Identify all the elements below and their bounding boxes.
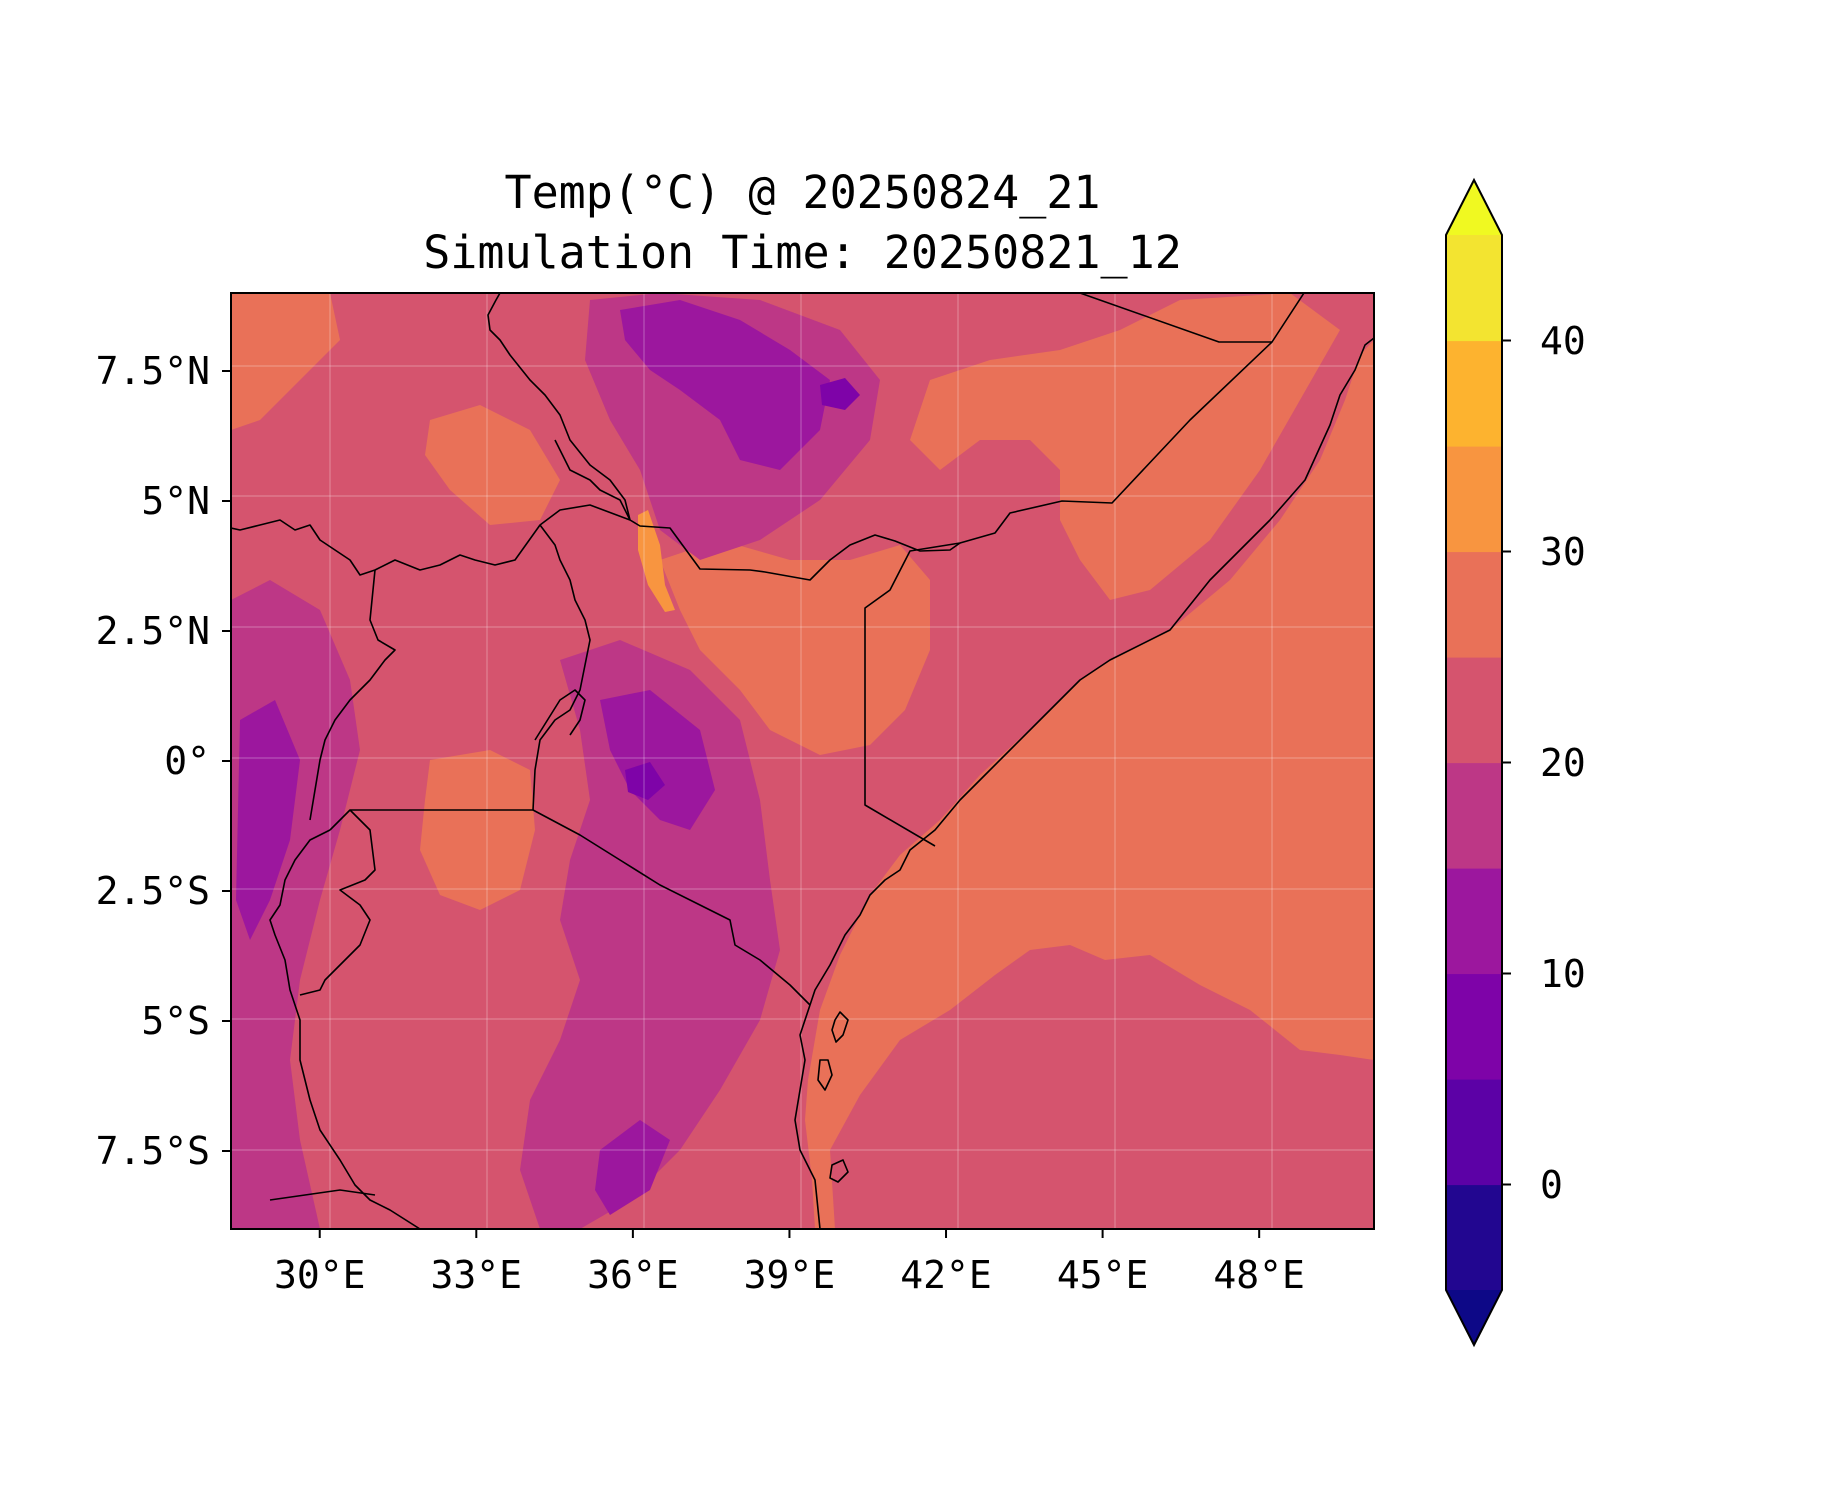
- cool-region-kenya-highlands: [520, 640, 780, 1229]
- coldest-spot-kenya: [625, 762, 665, 800]
- cooler-region-ethiopian-highlands: [620, 300, 830, 470]
- colorbar-segment: [1446, 657, 1502, 764]
- colorbar-tick-label: 30: [1540, 529, 1586, 574]
- zanzibar-island: [831, 1011, 849, 1043]
- mafia-island: [817, 1059, 833, 1091]
- colorbar-tick-label: 40: [1540, 318, 1586, 363]
- border-uganda-drc: [309, 569, 396, 821]
- border-rwanda-tanzania: [299, 809, 376, 996]
- x-tick-label: 48°E: [1213, 1253, 1305, 1297]
- warm-region-ethiopia-somalia: [910, 293, 1340, 600]
- map-title: Temp(°C) @ 20250824_21: [504, 166, 1101, 219]
- border-rwanda-burundi-drc: [269, 829, 421, 1229]
- map-subtitle: Simulation Time: 20250821_12: [423, 226, 1182, 279]
- colorbar-tick-label: 10: [1540, 951, 1586, 996]
- cooler-region-albertine-rift: [236, 700, 300, 940]
- x-axis-ticks: [318, 1229, 1261, 1238]
- lake-victoria-outline: [534, 689, 586, 741]
- x-tick-label: 33°E: [430, 1253, 523, 1297]
- warm-region-south-sudan: [425, 405, 560, 525]
- warm-region-west: [231, 293, 340, 430]
- gridlines: [231, 293, 1374, 1229]
- colorbar-segment: [1446, 340, 1502, 447]
- ocean-warm-region: [805, 293, 1374, 1229]
- colorbar-segment: [1446, 551, 1502, 658]
- y-axis-ticks: [222, 370, 231, 1152]
- colorbar-tick-label: 0: [1540, 1162, 1563, 1207]
- x-tick-label: 42°E: [900, 1253, 992, 1297]
- y-tick-label: 2.5°N: [95, 609, 210, 653]
- colorbar-tick-label: 20: [1540, 740, 1586, 785]
- colorbar-extend-bottom: [1446, 1290, 1502, 1345]
- y-tick-label: 7.5°N: [95, 349, 210, 393]
- warm-region-northern-kenya: [660, 540, 930, 755]
- border-kenya-tanzania: [532, 809, 811, 1006]
- border-ethiopia-somaliland: [864, 341, 1273, 847]
- x-tick-label: 45°E: [1056, 1253, 1149, 1297]
- colorbar-segment: [1446, 1184, 1502, 1291]
- border-south-sudan-ethiopia: [487, 293, 631, 521]
- border-kenya-ethiopia: [554, 439, 961, 581]
- hot-region-turkana: [638, 510, 675, 612]
- colorbar: [1445, 177, 1511, 1348]
- border-uganda-kenya: [532, 524, 591, 811]
- y-tick-label: 5°N: [141, 479, 210, 523]
- coldest-spot-ethiopia: [820, 378, 860, 410]
- y-tick-label: 5°S: [141, 999, 210, 1043]
- colorbar-segment: [1446, 762, 1502, 869]
- border-tanzania-zambia: [269, 1189, 376, 1201]
- colorbar-segment: [1446, 1079, 1502, 1186]
- colorbar-segment: [1446, 446, 1502, 553]
- y-tick-label: 2.5°S: [95, 869, 210, 913]
- colorbar-outline: [1445, 177, 1503, 1348]
- colorbar-segment: [1446, 973, 1502, 1080]
- cooler-region-kenya-highlands: [600, 690, 715, 830]
- colorbar-segment: [1446, 868, 1502, 975]
- x-tick-label: 39°E: [743, 1253, 836, 1297]
- country-borders: [231, 293, 1374, 1229]
- x-tick-label: 30°E: [273, 1253, 366, 1297]
- y-tick-label: 0°: [164, 739, 210, 783]
- colorbar-segment: [1446, 235, 1502, 342]
- x-tick-label: 36°E: [587, 1253, 679, 1297]
- colorbar-extend-top: [1446, 180, 1502, 235]
- border-ethiopia-somalia: [1079, 293, 1305, 343]
- border-south-sudan-uganda-kenya: [231, 504, 631, 576]
- warm-region-lake-victoria: [420, 750, 535, 910]
- map-area: [231, 293, 1374, 1229]
- pemba-island: [829, 1159, 849, 1183]
- cooler-region-tanzania-south: [595, 1120, 670, 1215]
- coastline: [794, 337, 1374, 1229]
- y-tick-label: 7.5°S: [95, 1129, 210, 1173]
